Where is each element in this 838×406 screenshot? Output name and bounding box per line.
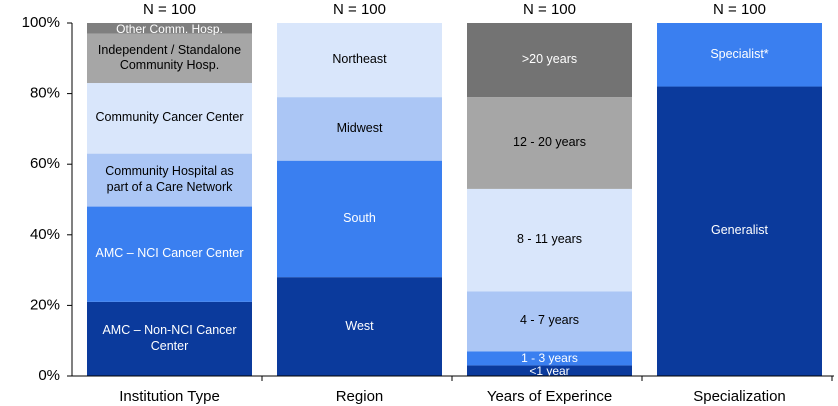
- bar-segment: [277, 97, 442, 161]
- segment-label: AMC – Non-NCI Cancer Center: [102, 323, 237, 353]
- segment-label-box: 12 - 20 years: [513, 135, 586, 150]
- bar-segment: [467, 351, 632, 366]
- segment-label-box: 8 - 11 years: [516, 232, 583, 247]
- segment-label-box: AMC – NCI Cancer Center: [95, 246, 244, 261]
- bar-segment: [467, 23, 632, 98]
- segment-label: Other Comm. Hosp.: [116, 23, 223, 35]
- n-label: N = 100: [523, 1, 576, 18]
- segment-label: Independent / Standalone Community Hosp.: [97, 42, 242, 73]
- segment-label-box: Midwest: [336, 121, 383, 136]
- bar-segment: [87, 206, 252, 302]
- n-label: N = 100: [713, 1, 766, 18]
- x-tick-label: Specialization: [693, 388, 786, 405]
- segment-label-box: West: [345, 318, 374, 333]
- segment-label: >20 years: [521, 52, 578, 67]
- segment-label: 1 - 3 years: [521, 351, 578, 366]
- bar-segment: [87, 33, 252, 84]
- segment-label: 12 - 20 years: [513, 135, 586, 150]
- bar-segment: [467, 365, 632, 376]
- bar-segment: [87, 153, 252, 207]
- segment-label-box: <1 year: [529, 365, 570, 378]
- n-label: N = 100: [143, 1, 196, 18]
- segment-label-box: AMC – Non-NCI Cancer Center: [102, 323, 237, 353]
- bar-segment: [277, 277, 442, 376]
- segment-label-box: Specialist*: [710, 46, 769, 61]
- segment-label: Generalist: [711, 223, 768, 238]
- bar-segment: [87, 301, 252, 376]
- segment-label-box: South: [343, 211, 376, 226]
- bar-segment: [467, 291, 632, 352]
- segment-label-box: Other Comm. Hosp.: [116, 23, 223, 35]
- segment-label-box: Community Hospital as part of a Care Net…: [105, 164, 234, 195]
- bar-segment: [277, 160, 442, 278]
- segment-label-box: Independent / Standalone Community Hosp.: [97, 42, 242, 73]
- segment-label-box: Community Cancer Center: [95, 110, 244, 125]
- bar-segment: [657, 23, 822, 87]
- segment-label: Community Cancer Center: [95, 110, 244, 125]
- segment-label-box: >20 years: [521, 52, 578, 67]
- bar-segment: [657, 86, 822, 376]
- segment-label-box: Northeast: [332, 52, 387, 67]
- segment-label: Northeast: [332, 52, 387, 67]
- y-tick-label: 80%: [30, 85, 60, 102]
- segment-label: West: [345, 318, 374, 333]
- segment-label: AMC – NCI Cancer Center: [95, 246, 244, 261]
- bar-segment: [467, 97, 632, 189]
- n-label: N = 100: [333, 1, 386, 18]
- y-tick-label: 60%: [30, 155, 60, 172]
- y-tick-label: 40%: [30, 226, 60, 243]
- segment-label: Community Hospital as part of a Care Net…: [105, 164, 234, 195]
- x-tick-label: Institution Type: [119, 388, 220, 405]
- y-tick-label: 100%: [22, 14, 60, 31]
- bar-segment: [467, 188, 632, 292]
- segment-label: South: [343, 211, 376, 226]
- segment-label: Midwest: [336, 121, 383, 136]
- segment-label-box: Generalist: [711, 223, 768, 238]
- bar-segment: [87, 23, 252, 34]
- bar-segment: [277, 23, 442, 98]
- segment-label: <1 year: [529, 365, 570, 378]
- segment-label: 4 - 7 years: [519, 313, 580, 328]
- x-tick-label: Region: [336, 388, 384, 405]
- segment-label: Specialist*: [710, 46, 769, 61]
- segment-label: 8 - 11 years: [516, 232, 583, 247]
- y-tick-label: 20%: [30, 296, 60, 313]
- x-tick-label: Years of Experince: [487, 388, 612, 405]
- bar-segment: [87, 83, 252, 154]
- segment-label-box: 4 - 7 years: [519, 313, 580, 328]
- segment-label-box: 1 - 3 years: [521, 351, 578, 366]
- y-tick-label: 0%: [38, 367, 60, 384]
